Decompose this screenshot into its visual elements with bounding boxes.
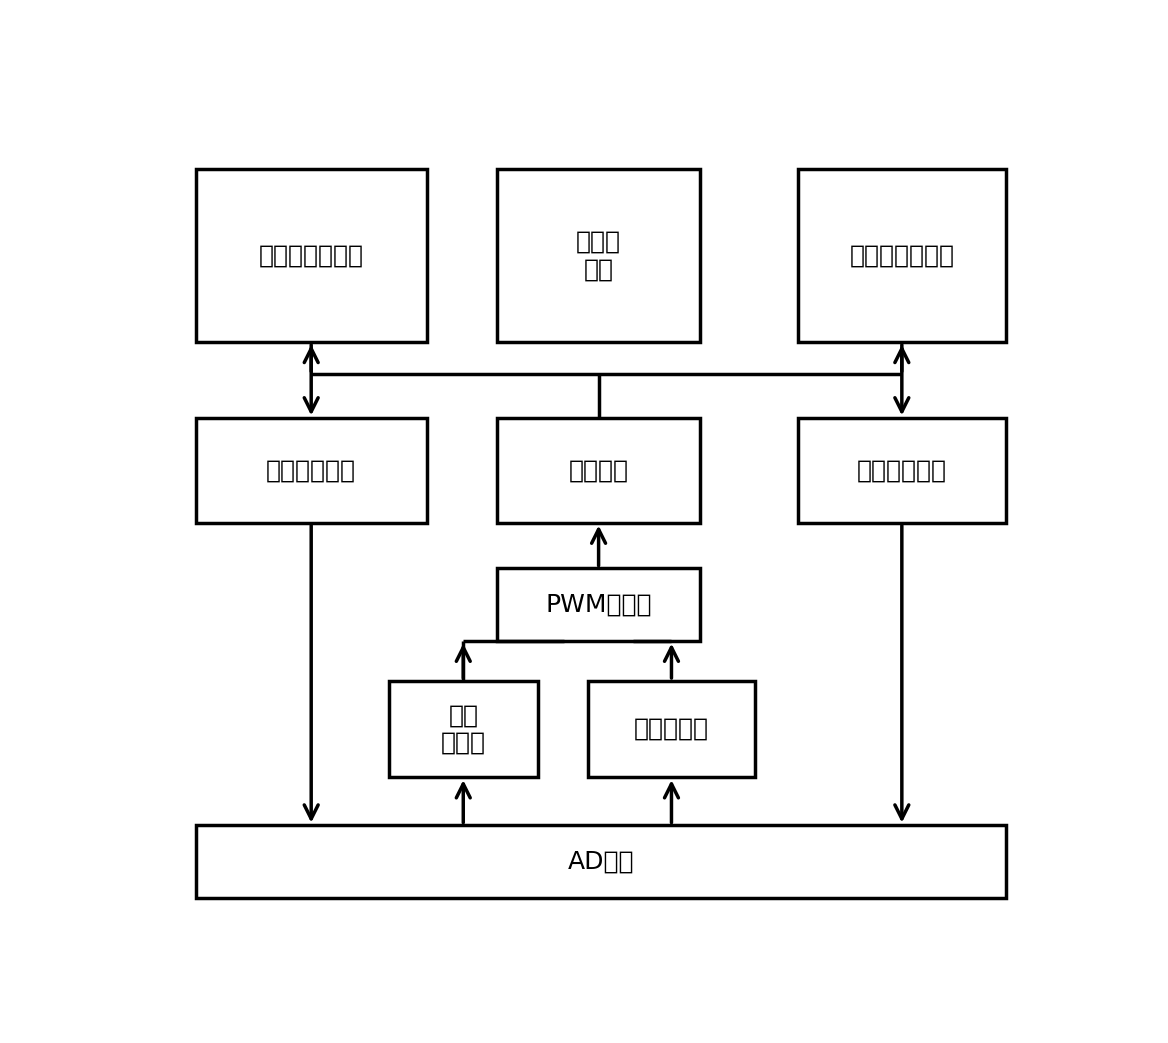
Bar xyxy=(798,169,1006,342)
Text: 输出调理电路: 输出调理电路 xyxy=(857,459,947,483)
Bar xyxy=(389,681,538,777)
Bar xyxy=(196,169,426,342)
Bar xyxy=(196,418,426,523)
Text: PWM发生器: PWM发生器 xyxy=(545,592,652,616)
Text: 误差调节器: 误差调节器 xyxy=(634,718,709,742)
Text: 驱动电路: 驱动电路 xyxy=(569,459,628,483)
Bar xyxy=(498,418,700,523)
Text: 启动
控制器: 启动 控制器 xyxy=(440,703,486,755)
Bar xyxy=(498,568,700,640)
Bar xyxy=(196,825,1006,898)
Bar xyxy=(798,418,1006,523)
Text: 高压侧全桥电路: 高压侧全桥电路 xyxy=(849,244,954,268)
Text: AD采样: AD采样 xyxy=(568,850,634,874)
Text: 低压侧全桥电路: 低压侧全桥电路 xyxy=(258,244,363,268)
Text: 输入调理电路: 输入调理电路 xyxy=(266,459,356,483)
Text: 高频变
压器: 高频变 压器 xyxy=(576,229,621,282)
Bar xyxy=(498,169,700,342)
Bar xyxy=(588,681,756,777)
